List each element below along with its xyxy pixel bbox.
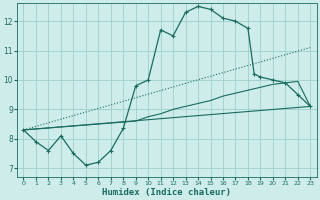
X-axis label: Humidex (Indice chaleur): Humidex (Indice chaleur) xyxy=(102,188,231,197)
